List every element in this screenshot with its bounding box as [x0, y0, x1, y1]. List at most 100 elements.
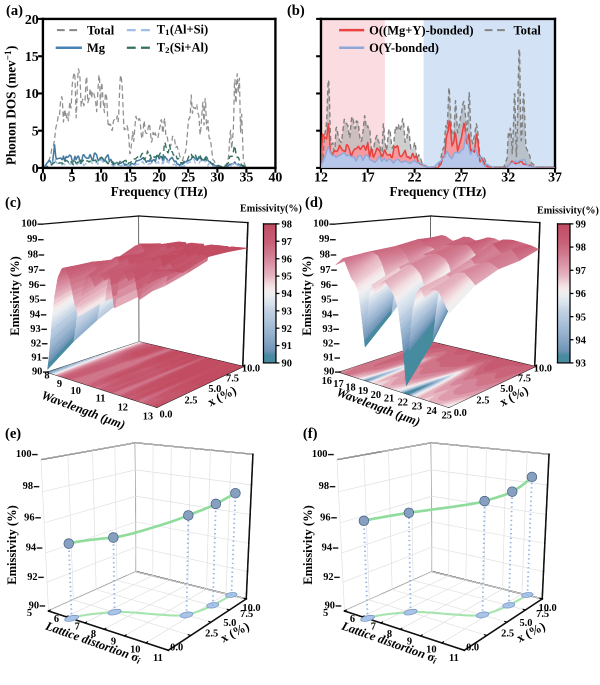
- svg-text:6: 6: [350, 614, 355, 625]
- svg-text:94: 94: [576, 335, 587, 346]
- svg-text:90: 90: [324, 367, 334, 378]
- svg-text:90: 90: [282, 359, 292, 370]
- svg-text:Emissivity(%): Emissivity(%): [537, 205, 599, 216]
- svg-text:96: 96: [24, 512, 34, 523]
- svg-text:Frequency (THz): Frequency (THz): [390, 184, 487, 199]
- svg-text:37: 37: [548, 171, 562, 186]
- svg-text:10: 10: [94, 171, 108, 186]
- svg-text:97: 97: [282, 237, 292, 248]
- svg-text:8: 8: [91, 629, 96, 640]
- svg-text:7.5: 7.5: [536, 609, 549, 620]
- svg-text:40: 40: [268, 171, 282, 186]
- svg-text:97: 97: [320, 265, 330, 276]
- svg-text:7.5: 7.5: [226, 373, 239, 384]
- svg-text:96: 96: [576, 289, 586, 300]
- svg-text:10: 10: [130, 644, 140, 655]
- svg-text:0.0: 0.0: [159, 410, 172, 421]
- svg-text:96: 96: [320, 512, 330, 523]
- svg-text:94: 94: [322, 309, 333, 320]
- svg-text:5: 5: [68, 171, 75, 186]
- svg-text:10.0: 10.0: [242, 364, 260, 375]
- svg-text:95: 95: [29, 295, 39, 306]
- svg-text:(b): (b): [287, 3, 305, 19]
- svg-text:20: 20: [25, 13, 39, 28]
- svg-text:7: 7: [371, 622, 376, 633]
- svg-text:12: 12: [118, 402, 128, 413]
- svg-text:Emissivity (%): Emissivity (%): [300, 256, 314, 336]
- svg-text:35: 35: [239, 171, 253, 186]
- svg-text:23: 23: [412, 402, 422, 413]
- svg-text:27: 27: [454, 171, 468, 186]
- svg-text:20: 20: [371, 390, 381, 401]
- svg-text:7: 7: [75, 622, 80, 633]
- svg-text:93: 93: [576, 359, 586, 370]
- svg-text:O(Y-bonded): O(Y-bonded): [369, 41, 439, 55]
- svg-text:(c): (c): [5, 195, 21, 211]
- svg-text:10.0: 10.0: [242, 603, 260, 614]
- svg-text:91: 91: [323, 353, 333, 364]
- svg-text:T ( S i: T ( S i + A l ) 2: [157, 31, 214, 56]
- svg-text:99: 99: [319, 234, 329, 245]
- svg-text:96: 96: [321, 280, 331, 291]
- svg-text:21: 21: [384, 394, 394, 405]
- svg-text:99: 99: [27, 234, 37, 245]
- svg-text:92: 92: [31, 338, 41, 349]
- svg-text:96: 96: [29, 280, 39, 291]
- svg-text:0: 0: [39, 171, 46, 186]
- svg-text:94: 94: [26, 543, 37, 554]
- svg-text:0.0: 0.0: [466, 643, 479, 654]
- svg-text:13: 13: [143, 411, 153, 422]
- svg-text:90: 90: [32, 367, 42, 378]
- svg-text:Emissivity (%): Emissivity (%): [8, 256, 22, 336]
- svg-text:5: 5: [323, 608, 328, 619]
- svg-text:10: 10: [426, 644, 436, 655]
- svg-text:Emissivity(%): Emissivity(%): [240, 203, 302, 214]
- svg-text:10: 10: [70, 386, 80, 397]
- svg-text:97: 97: [28, 265, 38, 276]
- svg-text:15: 15: [25, 50, 39, 65]
- svg-text:97: 97: [576, 266, 586, 277]
- svg-text:17: 17: [361, 171, 375, 186]
- svg-text:5: 5: [27, 608, 32, 619]
- svg-text:17: 17: [333, 379, 343, 390]
- svg-text:93: 93: [282, 306, 292, 317]
- svg-text:7.5: 7.5: [518, 373, 531, 384]
- svg-text:Frequency (THz): Frequency (THz): [111, 184, 208, 199]
- svg-text:98: 98: [320, 249, 330, 260]
- svg-text:x ( % ): x ( % ): [510, 610, 549, 647]
- svg-text:8: 8: [44, 370, 49, 381]
- svg-text:2.5: 2.5: [501, 628, 514, 639]
- svg-text:98: 98: [576, 243, 586, 254]
- svg-text:(f): (f): [303, 426, 318, 442]
- svg-text:6: 6: [54, 614, 59, 625]
- svg-text:5: 5: [32, 125, 39, 140]
- svg-text:99: 99: [576, 220, 586, 231]
- svg-text:0.0: 0.0: [170, 643, 183, 654]
- svg-text:98: 98: [23, 481, 33, 492]
- svg-text:98: 98: [282, 220, 292, 231]
- svg-text:92: 92: [282, 324, 292, 335]
- svg-text:90: 90: [29, 600, 39, 611]
- svg-text:11: 11: [449, 653, 459, 664]
- svg-text:Emissivity (%): Emissivity (%): [5, 505, 19, 585]
- svg-text:91: 91: [31, 353, 41, 364]
- svg-text:100: 100: [313, 219, 329, 230]
- svg-text:5.0: 5.0: [500, 384, 513, 395]
- svg-text:L a t t i: L a t t i c e d i s t o r t i o n σ i: [338, 610, 445, 668]
- svg-text:2.5: 2.5: [476, 395, 489, 406]
- svg-text:0.0: 0.0: [454, 408, 467, 419]
- svg-text:25: 25: [181, 171, 195, 186]
- svg-text:7.5: 7.5: [240, 609, 253, 620]
- svg-text:30: 30: [210, 171, 224, 186]
- svg-text:10.0: 10.0: [534, 364, 552, 375]
- svg-text:93: 93: [30, 324, 40, 335]
- svg-text:91: 91: [282, 341, 292, 352]
- svg-text:95: 95: [282, 272, 292, 283]
- svg-text:25: 25: [442, 410, 452, 421]
- svg-text:11: 11: [96, 393, 106, 404]
- svg-text:92: 92: [323, 572, 333, 583]
- svg-text:8: 8: [387, 629, 392, 640]
- svg-text:98: 98: [319, 481, 329, 492]
- svg-text:(e): (e): [5, 426, 21, 442]
- svg-text:10.0: 10.0: [539, 603, 557, 614]
